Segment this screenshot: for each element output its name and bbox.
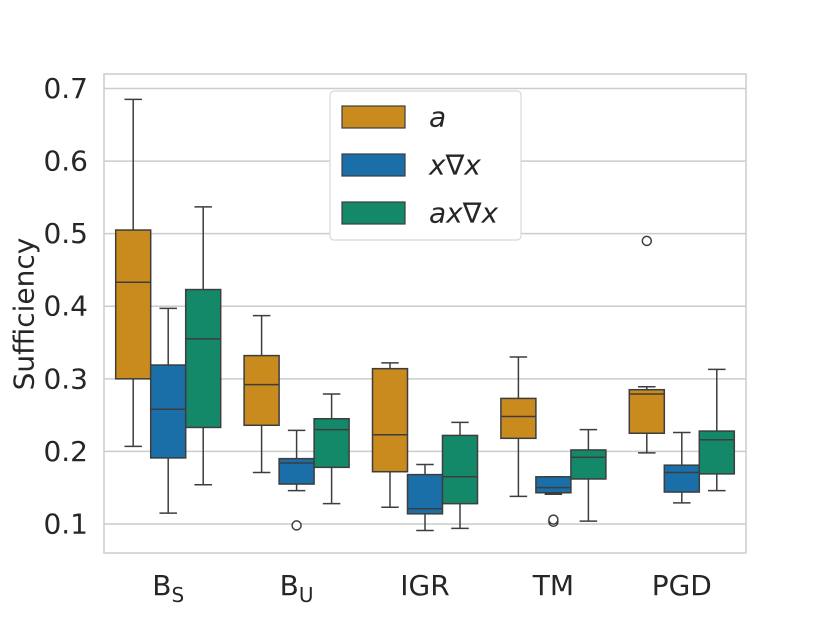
y-tick-label: 0.1 — [43, 507, 88, 540]
box — [184, 288, 222, 429]
x-tick-label-base: B — [280, 569, 299, 602]
legend-label: x∇x — [428, 149, 481, 182]
box — [406, 473, 444, 515]
box — [663, 464, 701, 493]
x-tick-label: PGD — [652, 569, 712, 602]
box — [371, 367, 409, 473]
outlier-point — [641, 235, 653, 247]
y-tick-label: 0.3 — [43, 362, 88, 395]
y-axis: 0.1 0.2 0.3 0.4 0.5 0.6 0.7 — [43, 72, 88, 540]
y-tick-label: 0.6 — [43, 145, 88, 178]
box — [313, 417, 350, 469]
legend-swatch — [341, 105, 406, 129]
x-tick-label-base: PGD — [652, 569, 712, 602]
y-axis-title: Sufficiency — [8, 238, 41, 391]
outlier-point — [548, 514, 559, 525]
legend-swatch — [341, 201, 406, 225]
x-tick-label-base: B — [152, 569, 171, 602]
x-tick-label-base: TM — [532, 569, 574, 602]
box — [243, 354, 280, 427]
x-tick-label: BS — [152, 569, 184, 607]
legend-swatch — [341, 153, 406, 177]
x-tick-label-subscript: S — [171, 583, 184, 607]
legend-label: a — [429, 101, 446, 134]
y-tick-label: 0.2 — [43, 435, 88, 468]
box — [628, 388, 666, 435]
outlier-point — [291, 520, 302, 531]
box — [500, 397, 537, 440]
legend: ax∇xax∇x — [329, 90, 522, 241]
x-tick-label: BU — [280, 569, 314, 607]
box — [535, 476, 572, 494]
legend-label: ax∇x — [429, 197, 498, 230]
plot-frame — [103, 73, 747, 554]
y-tick-label: 0.5 — [43, 217, 88, 250]
y-tick-label: 0.4 — [43, 290, 88, 323]
x-tick-label-base: IGR — [400, 569, 449, 602]
box — [698, 430, 736, 475]
x-tick-label: TM — [532, 569, 574, 602]
x-axis: BS BU IGR TM PGD — [152, 569, 712, 607]
box — [149, 364, 187, 459]
x-tick-label: IGR — [400, 569, 449, 602]
box — [441, 434, 479, 505]
x-tick-label-subscript: U — [299, 583, 314, 607]
box — [570, 449, 607, 480]
box-series — [114, 98, 736, 532]
y-tick-label: 0.7 — [43, 72, 88, 105]
box — [114, 229, 152, 380]
